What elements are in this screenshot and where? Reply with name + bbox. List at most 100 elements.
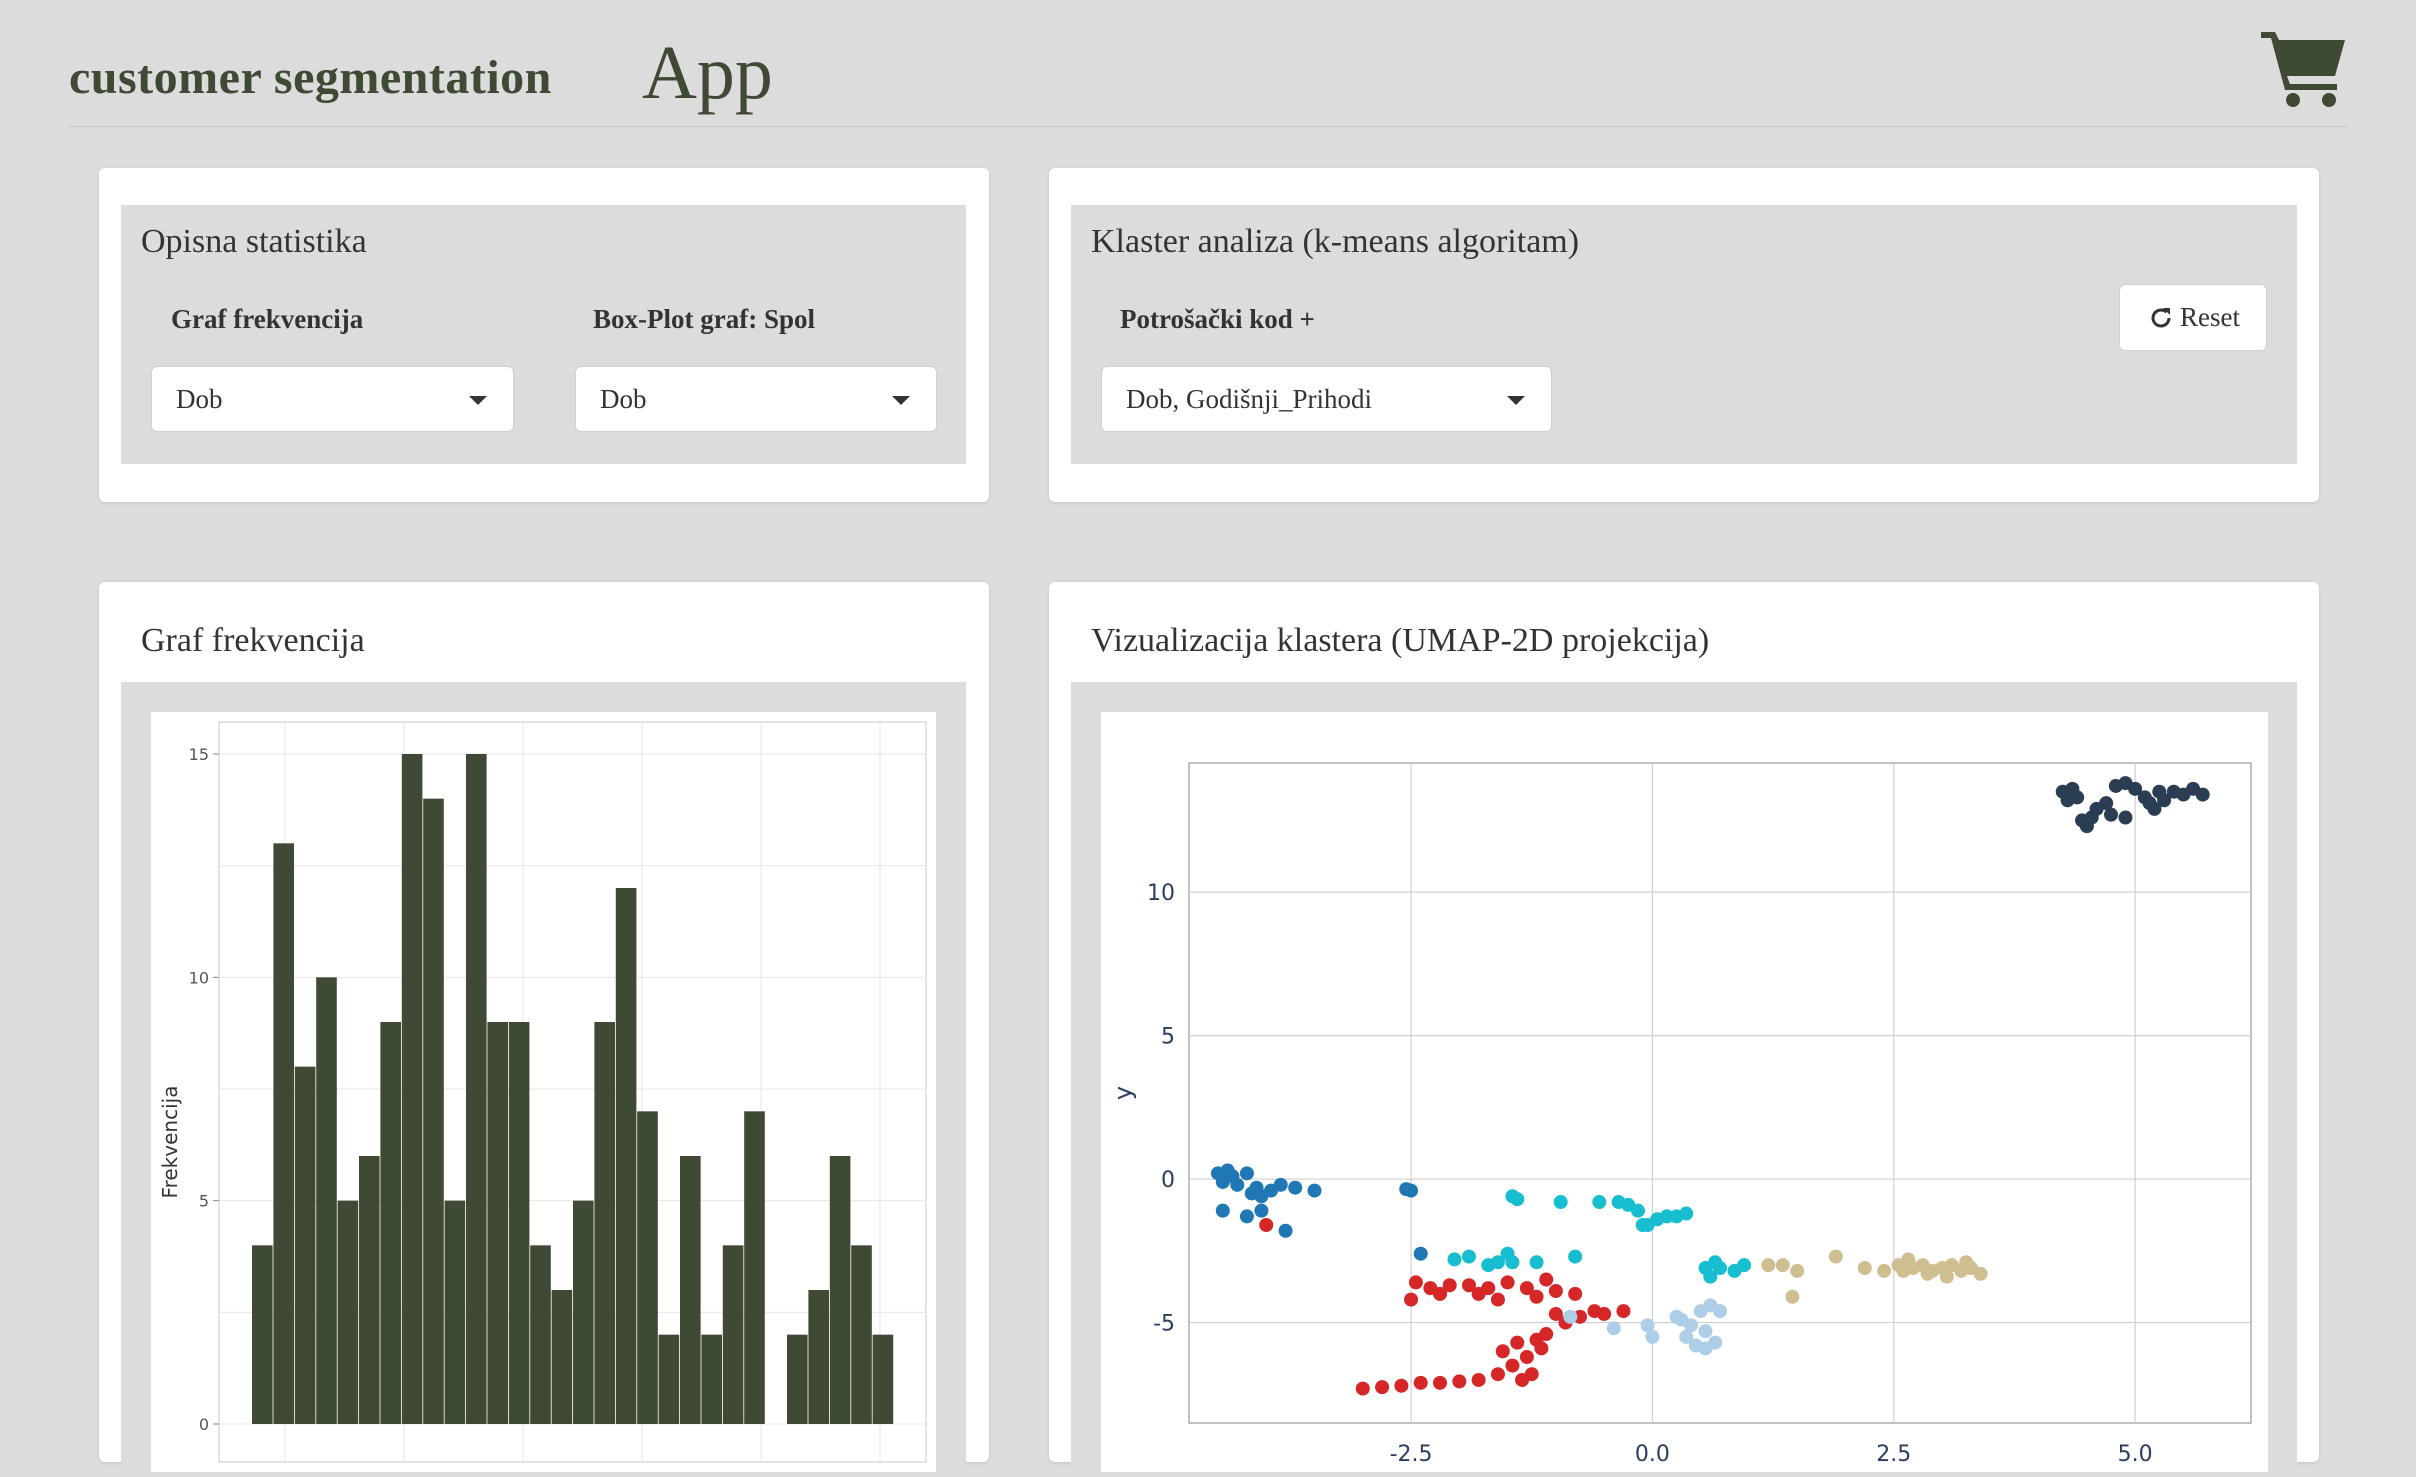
histogram-bars [252,754,894,1424]
histogram-tick-label: 5 [199,1192,209,1211]
scatter-point [1524,1367,1539,1382]
descriptive-stats-panel: Opisna statistika Graf frekvencija Box-P… [121,205,966,464]
scatter-point [1404,1183,1419,1198]
scatter-point [1708,1335,1723,1350]
scatter-point [1495,1344,1510,1359]
scatter-point [1901,1252,1916,1267]
scatter-point [1394,1378,1409,1393]
scatter-point [2118,776,2133,791]
descriptive-stats-card: Opisna statistika Graf frekvencija Box-P… [99,168,989,502]
scatter-point [1679,1206,1694,1221]
scatter-point [1452,1374,1467,1389]
histogram-bar [851,1245,872,1424]
scatter-point [1490,1367,1505,1382]
scatter-point [1355,1381,1370,1396]
histogram-bar [551,1290,573,1424]
umap-scatter-plot: 10 5 0 -5 -2.5 0.0 2.5 5.0 y [1101,712,2268,1472]
scatter-y-label: y [1109,1086,1137,1100]
histogram-bar [466,754,487,1424]
histogram-bar [722,1245,744,1424]
scatter-point [1490,1292,1505,1307]
scatter-point [1490,1255,1505,1270]
scatter-point [1447,1252,1462,1267]
refresh-icon [2151,308,2171,328]
scatter-point [1539,1272,1554,1287]
scatter-point [1708,1255,1723,1270]
scatter-point [1877,1263,1892,1278]
histogram-bar [573,1200,594,1424]
histogram-bar [658,1334,680,1424]
scatter-point [1254,1203,1269,1218]
scatter-point [1703,1269,1718,1284]
scatter-point [1519,1350,1534,1364]
histogram-y-ticks: 0 5 10 15 [189,745,219,1434]
scatter-point [1413,1246,1428,1261]
scatter-point [1790,1263,1805,1278]
scatter-point [1553,1195,1568,1210]
scatter-point [1973,1266,1988,1281]
boxplot-variable-select[interactable]: Dob [575,366,937,432]
umap-chart-card: Vizualizacija klastera (UMAP-2D projekci… [1049,582,2319,1472]
scatter-point [1939,1269,1954,1284]
consumer-code-select[interactable]: Dob, Godišnji_Prihodi [1101,366,1552,432]
histogram-bar [401,754,423,1424]
scatter-point [2104,807,2119,822]
histogram-bar [808,1290,829,1424]
scatter-point [2118,810,2133,825]
scatter-point [1408,1275,1423,1290]
umap-chart-title: Vizualizacija klastera (UMAP-2D projekci… [1091,622,1710,659]
histogram-bar [252,1245,273,1424]
histogram-bar [380,1022,401,1424]
scatter-point [1500,1275,1515,1290]
scatter-point [1698,1324,1713,1339]
boxplot-label: Box-Plot graf: Spol [593,304,815,334]
histogram-bar [701,1334,722,1424]
chevron-down-icon [892,396,910,405]
scatter-point [1230,1177,1245,1192]
frequency-chart-panel: 0 5 10 15 Frekvencija [121,682,966,1472]
consumer-code-value: Dob, Godišnji_Prihodi [1126,384,1373,414]
scatter-point [1597,1306,1612,1321]
histogram-bar [680,1156,701,1424]
scatter-point [2157,793,2172,808]
scatter-point [1433,1375,1448,1390]
scatter-grid [1189,763,2251,1423]
scatter-point [1857,1261,1872,1276]
scatter-point [2070,790,2085,805]
histogram-bar [530,1245,551,1424]
histogram-svg: 0 5 10 15 Frekvencija [158,721,927,1463]
scatter-y-tick-label: -5 [1153,1312,1175,1337]
scatter-point [1505,1358,1520,1373]
scatter-point [1548,1306,1563,1321]
histogram-bar [359,1156,380,1424]
scatter-point [1616,1304,1631,1319]
scatter-point [1606,1321,1621,1336]
scatter-point [1433,1286,1448,1301]
cluster-analysis-panel: Klaster analiza (k-means algoritam) Potr… [1071,205,2297,464]
frequency-histogram: 0 5 10 15 Frekvencija [151,712,936,1472]
scatter-ticks: 10 5 0 -5 -2.5 0.0 2.5 5.0 [1147,881,2153,1467]
scatter-point [1505,1189,1520,1204]
scatter-point [1959,1255,1974,1270]
shopping-cart-icon[interactable] [2259,26,2347,108]
scatter-point [1679,1329,1694,1344]
scatter-point [1828,1249,1843,1264]
histogram-bar [594,1022,615,1424]
histogram-tick-label: 15 [189,745,209,764]
scatter-x-tick-label: 5.0 [2118,1442,2153,1467]
scatter-point [1920,1266,1935,1281]
scatter-point [1568,1249,1583,1264]
app-title: customer segmentation [69,51,552,104]
scatter-point [1529,1332,1544,1347]
histogram-bar [337,1200,359,1424]
scatter-point [1519,1281,1534,1296]
scatter-point [1239,1166,1254,1181]
freq-variable-select[interactable]: Dob [151,366,514,432]
chevron-down-icon [1507,396,1525,405]
histogram-bar [273,843,294,1424]
scatter-point [1529,1255,1544,1270]
scatter-point [1239,1209,1254,1224]
app-title-suffix: App [642,31,773,115]
reset-button[interactable]: Reset [2119,284,2267,351]
scatter-point [1442,1278,1457,1293]
